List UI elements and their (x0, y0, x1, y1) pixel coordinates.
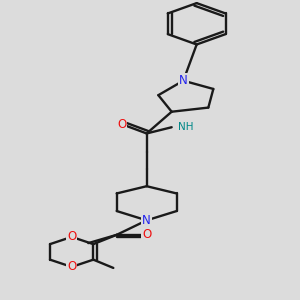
Text: O: O (67, 260, 76, 273)
Text: O: O (117, 118, 126, 130)
Text: O: O (142, 228, 151, 241)
Text: N: N (179, 74, 188, 87)
Text: N: N (142, 214, 151, 227)
Text: NH: NH (178, 122, 194, 132)
Text: O: O (67, 230, 76, 243)
